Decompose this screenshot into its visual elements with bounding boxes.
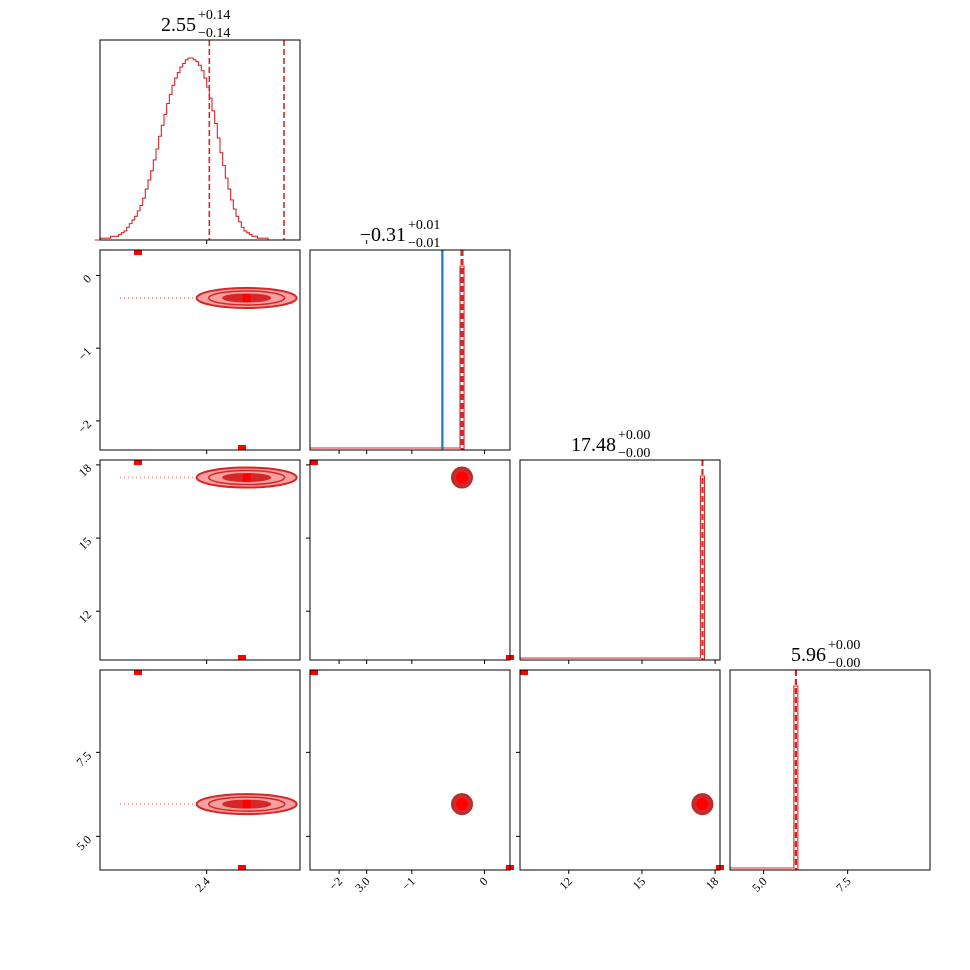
tick: 15 xyxy=(630,870,648,893)
tick: 0 xyxy=(80,272,100,286)
x-tick-label: 0 xyxy=(477,874,491,888)
panel-frame xyxy=(519,669,721,871)
contour-mid xyxy=(207,469,286,486)
panel-frame xyxy=(309,669,511,871)
x-tick-label: 5.0 xyxy=(749,874,770,895)
diag-frame-1 xyxy=(309,249,511,451)
tick: 7.5 xyxy=(74,749,100,770)
panel-1-0 xyxy=(99,249,301,451)
histogram-0 xyxy=(94,57,300,241)
tick: −2 xyxy=(326,870,345,893)
edge-sample xyxy=(310,460,318,465)
tick: 2.4 xyxy=(192,870,213,895)
tick: 18 xyxy=(76,461,100,479)
panel-3-1 xyxy=(309,669,514,871)
tick: −1 xyxy=(75,344,100,363)
title-plus-0: +0.14 xyxy=(198,8,230,23)
panel-2-1 xyxy=(309,459,514,661)
x-tick-label: 12 xyxy=(557,874,575,892)
x-tick-label: 7.5 xyxy=(833,874,854,895)
tick: 18 xyxy=(703,870,721,893)
title-3: 5.96 +0.00 −0.00 xyxy=(791,638,860,671)
y-tick-label: −1 xyxy=(75,344,94,363)
x-tick-label: −2 xyxy=(326,874,345,893)
density-peak xyxy=(242,294,251,302)
histogram-2 xyxy=(520,475,705,660)
title-value-1: −0.31 xyxy=(360,224,406,246)
x-tick-label: 15 xyxy=(630,874,648,892)
title-plus-3: +0.00 xyxy=(828,638,860,653)
title-minus-1: −0.01 xyxy=(408,236,440,251)
contour-inner xyxy=(696,798,709,811)
contour-inner xyxy=(456,798,468,811)
y-tick-label: 5.0 xyxy=(74,833,95,854)
y-tick-label: 15 xyxy=(76,534,94,552)
histogram-3 xyxy=(730,685,799,870)
y-tick-label: 7.5 xyxy=(74,749,95,770)
title-minus-2: −0.00 xyxy=(618,446,650,461)
panel-frame xyxy=(99,249,301,451)
title-plus-2: +0.00 xyxy=(618,428,650,443)
diag-panel-2: 17.48 +0.00 −0.00 xyxy=(519,428,721,661)
panel-frame xyxy=(99,669,301,871)
title-plus-1: +0.01 xyxy=(408,218,440,233)
tick: 15 xyxy=(76,534,100,553)
tick: 5.0 xyxy=(74,833,100,854)
title-minus-0: −0.14 xyxy=(198,26,230,41)
edge-sample xyxy=(238,445,246,450)
y-tick-label: 18 xyxy=(76,461,94,479)
density-peak xyxy=(242,473,251,482)
tick: 5.0 xyxy=(749,870,770,895)
contour-inner xyxy=(456,471,468,484)
tick: 7.5 xyxy=(833,870,854,895)
tick: 12 xyxy=(76,607,100,626)
title-value-3: 5.96 xyxy=(791,644,826,666)
x-tick-label: 18 xyxy=(703,874,721,892)
diag-frame-0 xyxy=(99,39,301,241)
panel-3-0 xyxy=(99,669,301,871)
contour-mid xyxy=(207,290,286,306)
density-peak xyxy=(242,800,251,809)
tick: −2 xyxy=(75,417,100,436)
y-tick-label: 0 xyxy=(80,272,94,286)
title-1: −0.31 +0.01 −0.01 xyxy=(360,218,441,251)
diag-panel-3: 5.96 +0.00 −0.00 xyxy=(729,638,931,871)
title-value-2: 17.48 xyxy=(571,434,616,456)
tick: −1 xyxy=(399,870,418,893)
diag-panel-1: −0.31 +0.01 −0.01 xyxy=(309,218,511,451)
edge-sample xyxy=(134,460,142,465)
x-tick-label: 3.0 xyxy=(352,874,373,895)
panel-2-0 xyxy=(99,459,301,661)
title-minus-3: −0.00 xyxy=(828,656,860,671)
x-tick-label: 2.4 xyxy=(192,874,213,895)
edge-sample xyxy=(134,250,142,255)
edge-sample xyxy=(520,670,528,675)
title-value-0: 2.55 xyxy=(161,14,196,36)
y-tick-label: 12 xyxy=(76,607,94,625)
panel-frame xyxy=(99,459,301,661)
panel-frame xyxy=(309,459,511,661)
edge-sample xyxy=(310,670,318,675)
diag-frame-2 xyxy=(519,459,721,661)
title-0: 2.55 +0.14 −0.14 xyxy=(161,8,230,41)
contour-mid xyxy=(207,796,286,812)
diag-frame-3 xyxy=(729,669,931,871)
diag-panel-0: 2.55 +0.14 −0.14 xyxy=(94,8,301,241)
edge-sample xyxy=(134,670,142,675)
histogram-1 xyxy=(310,265,465,450)
panel-3-2 xyxy=(519,669,724,871)
edge-sample xyxy=(238,655,246,660)
tick: 12 xyxy=(557,870,575,893)
edge-sample xyxy=(238,865,246,870)
tick: 3.0 xyxy=(352,870,373,895)
tick: 0 xyxy=(477,870,491,888)
title-2: 17.48 +0.00 −0.00 xyxy=(571,428,650,461)
y-tick-label: −2 xyxy=(75,417,94,436)
x-tick-label: −1 xyxy=(399,874,418,893)
